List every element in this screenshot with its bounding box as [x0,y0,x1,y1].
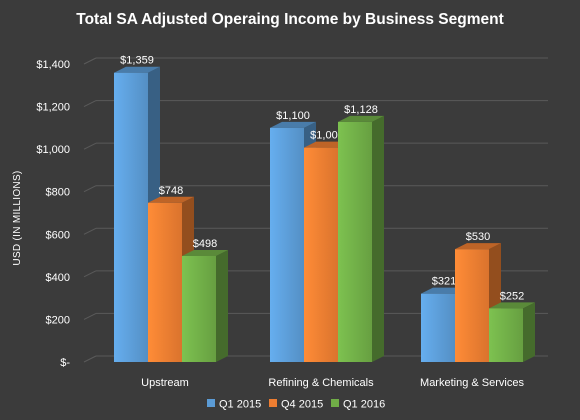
bar-top [455,243,501,250]
data-label: $498 [193,238,217,250]
bar-top [270,121,316,128]
bar-top [489,302,535,309]
data-label: $252 [500,290,524,302]
bar-front [304,147,338,362]
gridline-slant [83,355,97,363]
bar-q1-2016-marketing-services: $252 [489,290,535,362]
bar-front [270,127,304,362]
y-tick-label: $400 [46,272,70,284]
bar-top [182,249,228,256]
y-tick-label: $1,400 [36,59,70,71]
data-label: $1,359 [120,55,154,67]
legend-swatch [269,399,277,407]
category-label: Upstream [141,377,189,389]
gridline-slant [83,100,97,108]
bar-q1-2016-upstream: $498 [182,238,228,362]
legend-item: Q4 2015 [269,399,323,411]
bar-side [216,249,228,362]
gridline-slant [83,142,97,150]
bar-top [148,196,194,203]
gridline-slant [83,57,97,65]
y-tick-label: $- [60,357,70,369]
legend-label: Q1 2015 [219,399,261,411]
y-tick-label: $200 [46,314,70,326]
bar-side [523,302,535,362]
bars: $1,359 $748 $498 $1,100$1,007 $1,128 $321 $530… [114,55,535,362]
bar-top [338,115,384,122]
category-labels: Upstream Refining & Chemicals Marketing & … [141,377,524,389]
legend: Q1 2015 Q4 2015 Q1 2016 [207,399,385,411]
y-tick-label: $800 [46,187,70,199]
y-tick-label: $600 [46,229,70,241]
y-tick-label: $1,000 [36,144,70,156]
bar-front [489,308,523,362]
legend-item: Q1 2016 [331,399,385,411]
legend-item: Q1 2015 [207,399,261,411]
category-label: Refining & Chemicals [268,377,374,389]
data-label: $1,100 [276,110,310,122]
y-axis-ticks: $- $200 $400 $600 $800 $1,000 $1,200 $1,400 [36,59,70,369]
bar-front [114,72,148,362]
data-label: $321 [432,276,456,288]
category-label: Marketing & Services [420,377,524,389]
bar-q1-2016-refining-chemicals: $1,128 [338,104,384,362]
gridline-slant [83,270,97,278]
bar-front [421,293,455,362]
chart-title: Total SA Adjusted Operaing Income by Bus… [76,11,503,28]
legend-swatch [331,399,339,407]
gridline-slant [83,185,97,193]
bar-front [182,255,216,362]
gridline-slant [83,312,97,320]
bar-front [338,121,372,362]
gridline-slant [83,227,97,235]
legend-swatch [207,399,215,407]
data-label: $748 [159,185,183,197]
bar-side [372,115,384,362]
y-tick-label: $1,200 [36,102,70,114]
legend-label: Q4 2015 [281,399,323,411]
legend-label: Q1 2016 [343,399,385,411]
data-label: $1,128 [344,104,378,116]
data-label: $1,007 [310,130,344,142]
y-axis-label: USD (IN MILLIONS) [12,170,23,265]
bar-top [114,66,160,73]
bar-front [148,202,182,362]
bar-front [455,249,489,362]
data-label: $530 [466,231,490,243]
